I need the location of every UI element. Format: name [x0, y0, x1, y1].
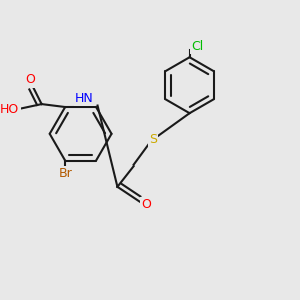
- Text: O: O: [141, 198, 151, 211]
- Text: O: O: [25, 74, 35, 86]
- Text: Cl: Cl: [191, 40, 203, 52]
- Text: HN: HN: [75, 92, 94, 105]
- Text: HO: HO: [0, 103, 20, 116]
- Text: Br: Br: [58, 167, 72, 180]
- Text: S: S: [149, 133, 157, 146]
